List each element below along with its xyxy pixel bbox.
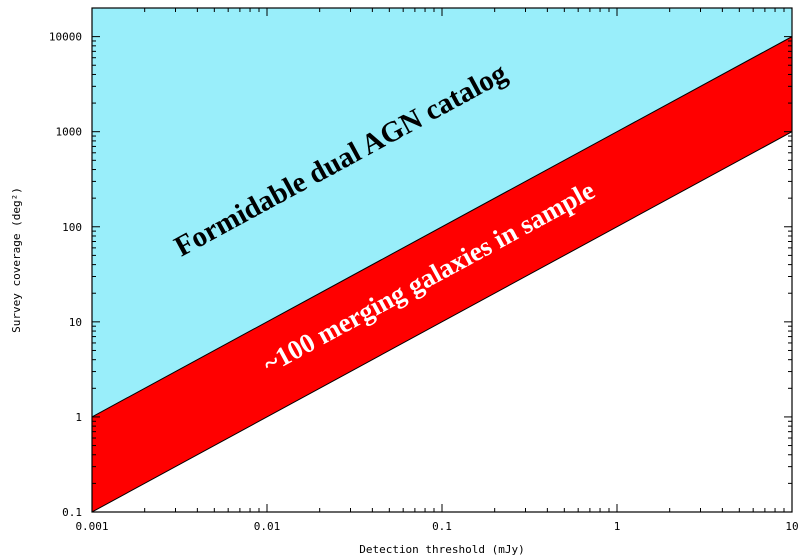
y-tick-label: 0.1 [62, 506, 82, 519]
x-tick-label: 0.001 [75, 520, 108, 533]
region-merging-galaxies [92, 36, 792, 512]
x-tick-label: 0.01 [254, 520, 281, 533]
y-tick-label: 10000 [49, 31, 82, 44]
x-tick-label: 0.1 [432, 520, 452, 533]
y-tick-label: 10 [69, 316, 82, 329]
y-tick-label: 100 [62, 221, 82, 234]
y-tick-label: 1000 [56, 126, 83, 139]
x-tick-label: 1 [614, 520, 621, 533]
region-formidable-dual-agn [92, 8, 792, 417]
y-tick-label: 1 [75, 411, 82, 424]
y-axis-label: Survey coverage (deg²) [10, 187, 23, 333]
series-line-upper [92, 36, 792, 418]
x-tick-label: 10 [785, 520, 798, 533]
series-line-lower [92, 131, 792, 512]
x-axis-label: Detection threshold (mJy) [359, 543, 525, 556]
